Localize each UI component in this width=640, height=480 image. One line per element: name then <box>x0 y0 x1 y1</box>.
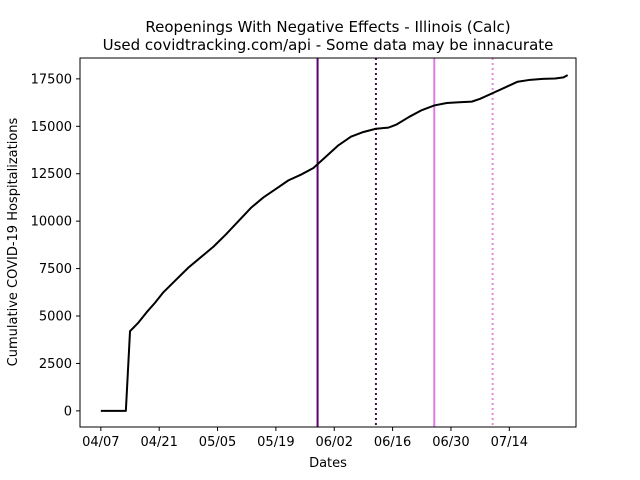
x-tick-label: 04/07 <box>82 435 119 450</box>
x-tick-label: 07/14 <box>491 435 528 450</box>
y-tick-label: 10000 <box>31 215 72 230</box>
y-tick-label: 17500 <box>31 72 72 87</box>
y-tick-label: 0 <box>64 404 72 419</box>
x-axis-label: Dates <box>309 456 347 471</box>
y-tick-label: 15000 <box>31 120 72 135</box>
y-tick-label: 7500 <box>39 262 72 277</box>
plot-frame <box>79 57 577 428</box>
chart-subtitle: Used covidtracking.com/api - Some data m… <box>103 36 554 54</box>
x-tick-label: 06/02 <box>316 435 353 450</box>
y-axis-ticks: 0 2500 5000 7500 10000 12500 15000 17500 <box>31 72 80 419</box>
x-tick-label: 06/16 <box>374 435 411 450</box>
y-tick-label: 5000 <box>39 310 72 325</box>
series-line-1 <box>100 74 569 412</box>
x-tick-label: 04/21 <box>140 435 177 450</box>
x-tick-label: 06/30 <box>432 435 469 450</box>
x-tick-label: 05/19 <box>257 435 294 450</box>
x-axis-ticks: 04/07 04/21 05/05 05/19 06/02 06/16 06/30 07/14 <box>82 427 528 450</box>
plot-content <box>100 58 569 427</box>
chart-title: Reopenings With Negative Effects - Illin… <box>145 18 510 36</box>
y-tick-label: 12500 <box>31 167 72 182</box>
x-tick-label: 05/05 <box>199 435 236 450</box>
y-axis-label: Cumulative COVID-19 Hospitalizations <box>6 117 21 366</box>
y-tick-label: 2500 <box>39 357 72 372</box>
